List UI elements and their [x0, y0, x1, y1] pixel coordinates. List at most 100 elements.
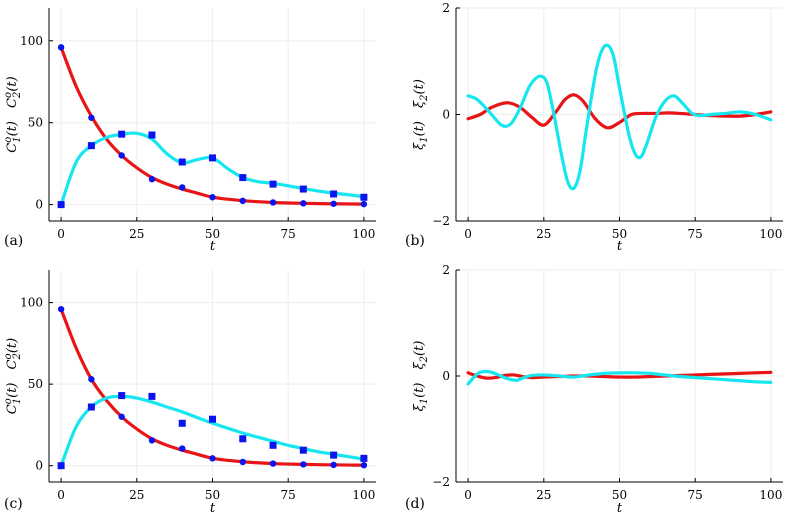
- y-tick-label: −2: [432, 475, 450, 489]
- data-point-c2: [118, 130, 126, 138]
- y-tick-label: 100: [20, 296, 43, 310]
- data-point-c2: [360, 193, 368, 201]
- y-label-space: [5, 370, 20, 383]
- data-point-c1: [300, 461, 307, 468]
- x-tick-label: 0: [464, 227, 472, 241]
- data-point-c2: [330, 451, 338, 459]
- x-tick-label: 100: [759, 488, 782, 502]
- x-tick-label: 50: [612, 488, 627, 502]
- x-tick-label: 0: [57, 488, 65, 502]
- data-point-c2: [209, 415, 216, 423]
- y-axis-label: ξ1(t) ξ2(t): [412, 79, 430, 150]
- data-point-c1: [57, 44, 65, 51]
- y-axis-label: Co1(t) Co2(t): [3, 338, 23, 414]
- data-point-c2: [239, 435, 247, 443]
- x-axis-label: t: [210, 501, 216, 516]
- y-label-ylabel-2: ξ: [412, 100, 427, 108]
- data-point-c2: [87, 142, 95, 150]
- series-line-2: [466, 43, 773, 191]
- y-label-ylabel-1: ξ: [412, 142, 427, 150]
- data-point-c2: [87, 403, 95, 411]
- y-label-space: [412, 370, 427, 383]
- panel-label: (d): [405, 496, 425, 512]
- panel-label: (a): [4, 233, 23, 249]
- y-label-ylabel-1-sub: 1: [12, 136, 23, 142]
- x-tick-label: 25: [536, 488, 551, 502]
- y-label-ylabel-1-sup: o: [3, 398, 14, 404]
- y-tick-label: 0: [442, 108, 450, 122]
- y-label-ylabel-2-sup: o: [3, 92, 14, 98]
- x-tick-label: 75: [281, 227, 296, 241]
- data-point-c2: [209, 154, 216, 162]
- panel-label: (b): [405, 233, 425, 249]
- y-axis-label: Co1(t) Co2(t): [3, 76, 23, 152]
- x-axis-label: t: [617, 239, 623, 254]
- data-point-c1: [360, 462, 368, 469]
- y-label-space: [412, 108, 427, 121]
- y-tick-label: 0: [35, 459, 43, 473]
- y-label-ylabel-1-sub: 1: [419, 136, 430, 142]
- data-point-c2: [299, 446, 307, 454]
- y-label-ylabel-1: C: [5, 404, 20, 414]
- data-point-c1: [209, 194, 216, 201]
- y-label-ylabel-1-sup: o: [3, 137, 14, 143]
- y-axis-label: ξ1(t) ξ2(t): [412, 341, 430, 412]
- x-tick-label: 50: [205, 227, 220, 241]
- data-point-c1: [360, 200, 368, 208]
- x-tick-label: 25: [536, 227, 551, 241]
- x-tick-label: 25: [129, 488, 144, 502]
- data-point-c2: [239, 174, 247, 182]
- y-label-ylabel-1-arg: (t): [5, 121, 20, 136]
- data-point-c2: [118, 392, 126, 400]
- data-point-c2: [148, 392, 156, 400]
- y-tick-label: −2: [432, 214, 450, 228]
- data-point-c1: [330, 200, 337, 207]
- data-point-c1: [57, 305, 65, 313]
- y-label-ylabel-1-arg: (t): [412, 121, 427, 136]
- y-label-space: [5, 108, 20, 121]
- data-point-c1: [118, 413, 125, 420]
- x-tick-label: 75: [688, 227, 703, 241]
- y-tick-label: 0: [35, 198, 43, 212]
- y-tick-label: 50: [28, 377, 43, 391]
- data-point-c1: [300, 200, 307, 207]
- data-point-c1: [88, 114, 95, 121]
- data-point-c1: [118, 152, 125, 159]
- y-tick-label: 100: [20, 34, 43, 48]
- y-label-ylabel-2-sup: o: [3, 354, 14, 360]
- x-tick-label: 100: [352, 227, 375, 241]
- x-tick-label: 0: [464, 488, 472, 502]
- data-point-c1: [239, 458, 246, 466]
- data-point-c2: [178, 158, 186, 166]
- series-line-2: [59, 394, 366, 468]
- data-point-c1: [239, 197, 246, 205]
- x-tick-label: 100: [352, 488, 375, 502]
- y-label-ylabel-1-arg: (t): [412, 383, 427, 398]
- data-point-c2: [269, 180, 277, 188]
- y-label-ylabel-1-sub: 1: [12, 398, 23, 404]
- y-tick-label: 50: [28, 116, 43, 130]
- data-point-c1: [179, 445, 186, 452]
- y-tick-label: 2: [442, 1, 450, 15]
- data-point-c1: [269, 199, 277, 206]
- series-line-2: [466, 369, 773, 386]
- y-label-ylabel-2: ξ: [412, 362, 427, 370]
- data-point-c1: [330, 461, 337, 469]
- x-tick-label: 100: [759, 227, 782, 241]
- y-label-ylabel-2-arg: (t): [412, 79, 427, 94]
- y-label-ylabel-2-sub: 2: [12, 92, 23, 99]
- y-label-ylabel-1-arg: (t): [5, 383, 20, 398]
- y-label-ylabel-2-arg: (t): [5, 76, 20, 91]
- data-point-c2: [269, 441, 277, 449]
- data-point-c1: [209, 455, 216, 462]
- x-axis-label: t: [210, 239, 216, 254]
- x-tick-label: 75: [688, 488, 703, 502]
- x-axis-label: t: [617, 501, 623, 516]
- data-point-c2: [148, 131, 156, 139]
- y-label-ylabel-1-sub: 1: [419, 398, 430, 404]
- y-tick-label: 2: [442, 263, 450, 277]
- data-point-c1: [148, 176, 156, 183]
